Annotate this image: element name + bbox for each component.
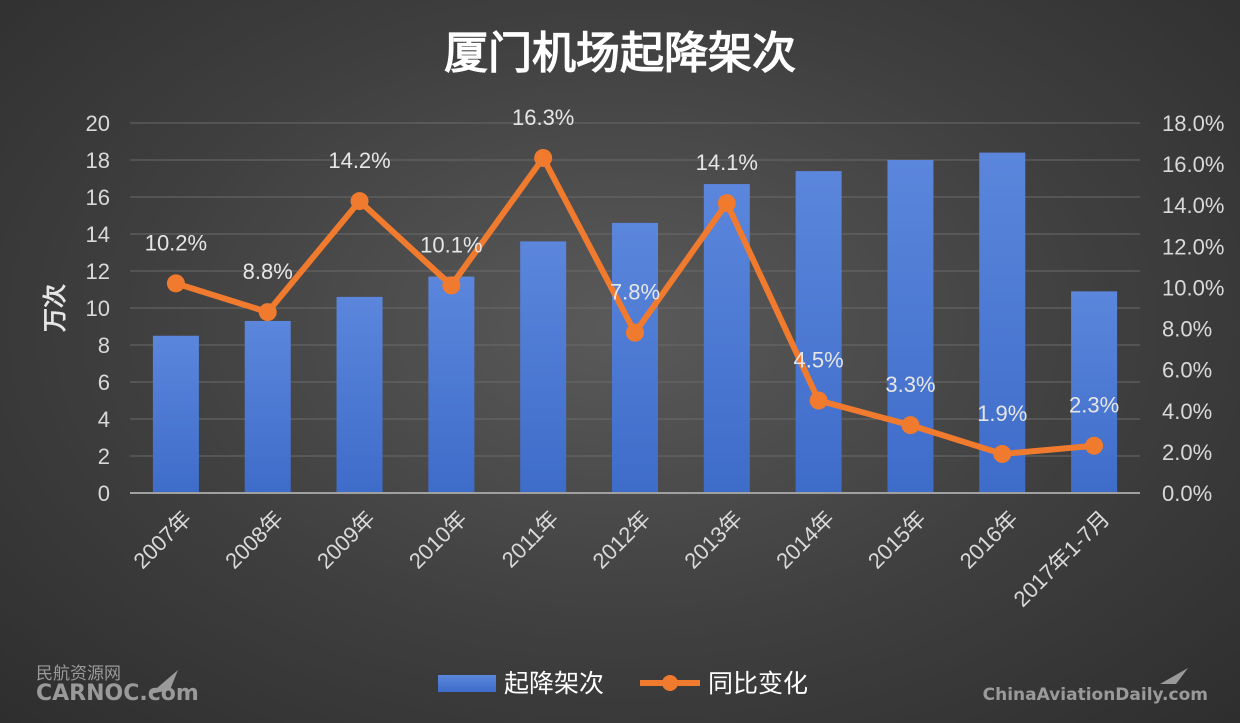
line-series: 10.2% 8.8% 14.2% 10.1% 16.3% 7.8% 14.1% 4.5% 3.3… (145, 105, 1119, 463)
line-point (626, 323, 644, 342)
line-point (534, 148, 553, 167)
watermark-right: ChinaAviationDaily.com (983, 668, 1208, 705)
y2-tick-label: 2.0% (1162, 440, 1212, 465)
bar (244, 320, 291, 493)
plane-logo-icon (150, 670, 178, 694)
x-tick-label: 2008年 (220, 506, 288, 574)
x-tick-label: 2013年 (679, 506, 747, 574)
legend-swatch-bars (438, 675, 496, 692)
y-tick-label: 20 (86, 111, 110, 136)
y2-tick-label: 10.0% (1162, 275, 1224, 300)
watermark-left: 民航资源网 CARNOC.com (36, 664, 199, 706)
watermark-carnoc-cn: 民航资源网 (36, 664, 121, 684)
bar (887, 160, 934, 493)
line-point (350, 192, 369, 211)
data-label: 10.1% (420, 232, 482, 257)
y-tick-label: 10 (86, 296, 110, 321)
data-label: 1.9% (977, 401, 1027, 426)
legend-label-bars: 起降架次 (504, 669, 604, 698)
x-tick-label: 2017年1-7月 (1009, 506, 1115, 612)
bar (520, 241, 567, 493)
y-tick-label: 8 (98, 333, 110, 358)
bar (428, 276, 475, 493)
y2-tick-label: 12.0% (1162, 234, 1224, 259)
data-label: 2.3% (1069, 393, 1119, 418)
data-label: 14.1% (696, 150, 758, 175)
y-tick-label: 4 (98, 407, 110, 432)
line-point (258, 303, 277, 322)
y2-tick-label: 0.0% (1162, 481, 1212, 506)
watermark-chinaaviationdaily: ChinaAviationDaily.com (983, 685, 1208, 705)
y-tick-label: 2 (98, 444, 110, 469)
x-tick-label: 2016年 (955, 506, 1023, 574)
x-tick-label: 2015年 (863, 506, 931, 574)
y2-tick-label: 8.0% (1162, 317, 1212, 342)
plane-logo-icon (1160, 668, 1188, 684)
data-label: 10.2% (145, 230, 207, 255)
legend: 起降架次 同比变化 (438, 669, 808, 698)
y-axis-label: 万次 (41, 284, 69, 332)
data-label: 3.3% (885, 372, 935, 397)
legend-marker-line (662, 675, 678, 691)
x-tick-label: 2011年 (497, 506, 564, 573)
data-label: 8.8% (243, 259, 293, 284)
x-tick-label: 2014年 (771, 506, 839, 574)
y-tick-label: 0 (98, 481, 110, 506)
bar (1071, 291, 1118, 493)
y-tick-label: 14 (86, 222, 110, 247)
y2-tick-label: 6.0% (1162, 358, 1212, 383)
y-tick-label: 12 (86, 259, 110, 284)
y-tick-label: 18 (86, 148, 110, 173)
chart-title: 厦门机场起降架次 (444, 28, 796, 79)
y-tick-label: 16 (86, 185, 110, 210)
y2-tick-label: 16.0% (1162, 152, 1224, 177)
x-tick-label: 2007年 (128, 506, 196, 574)
line-point (809, 391, 828, 410)
y2-tick-label: 18.0% (1162, 111, 1224, 136)
y2-tick-label: 4.0% (1162, 399, 1212, 424)
data-label: 14.2% (328, 148, 390, 173)
x-tick-label: 2012年 (588, 506, 656, 574)
line-point (1085, 436, 1104, 455)
data-label: 7.8% (610, 280, 660, 305)
line-point (993, 444, 1012, 463)
y2-tick-label: 14.0% (1162, 193, 1224, 218)
data-label: 16.3% (512, 105, 574, 130)
data-label: 4.5% (794, 348, 844, 373)
watermark-carnoc: CARNOC.com (36, 681, 199, 706)
bar (795, 171, 842, 493)
line-point (166, 274, 185, 293)
bar (612, 222, 658, 493)
y-tick-label: 6 (98, 370, 110, 395)
bar (152, 335, 199, 493)
line-point (717, 194, 736, 213)
line-point (901, 416, 920, 435)
line-point (442, 276, 461, 295)
x-tick-label: 2010年 (404, 506, 472, 574)
bar-series (152, 152, 1118, 494)
x-tick-label: 2009年 (312, 506, 380, 574)
bar (979, 152, 1026, 493)
bar (336, 296, 383, 493)
legend-label-line: 同比变化 (708, 669, 808, 698)
